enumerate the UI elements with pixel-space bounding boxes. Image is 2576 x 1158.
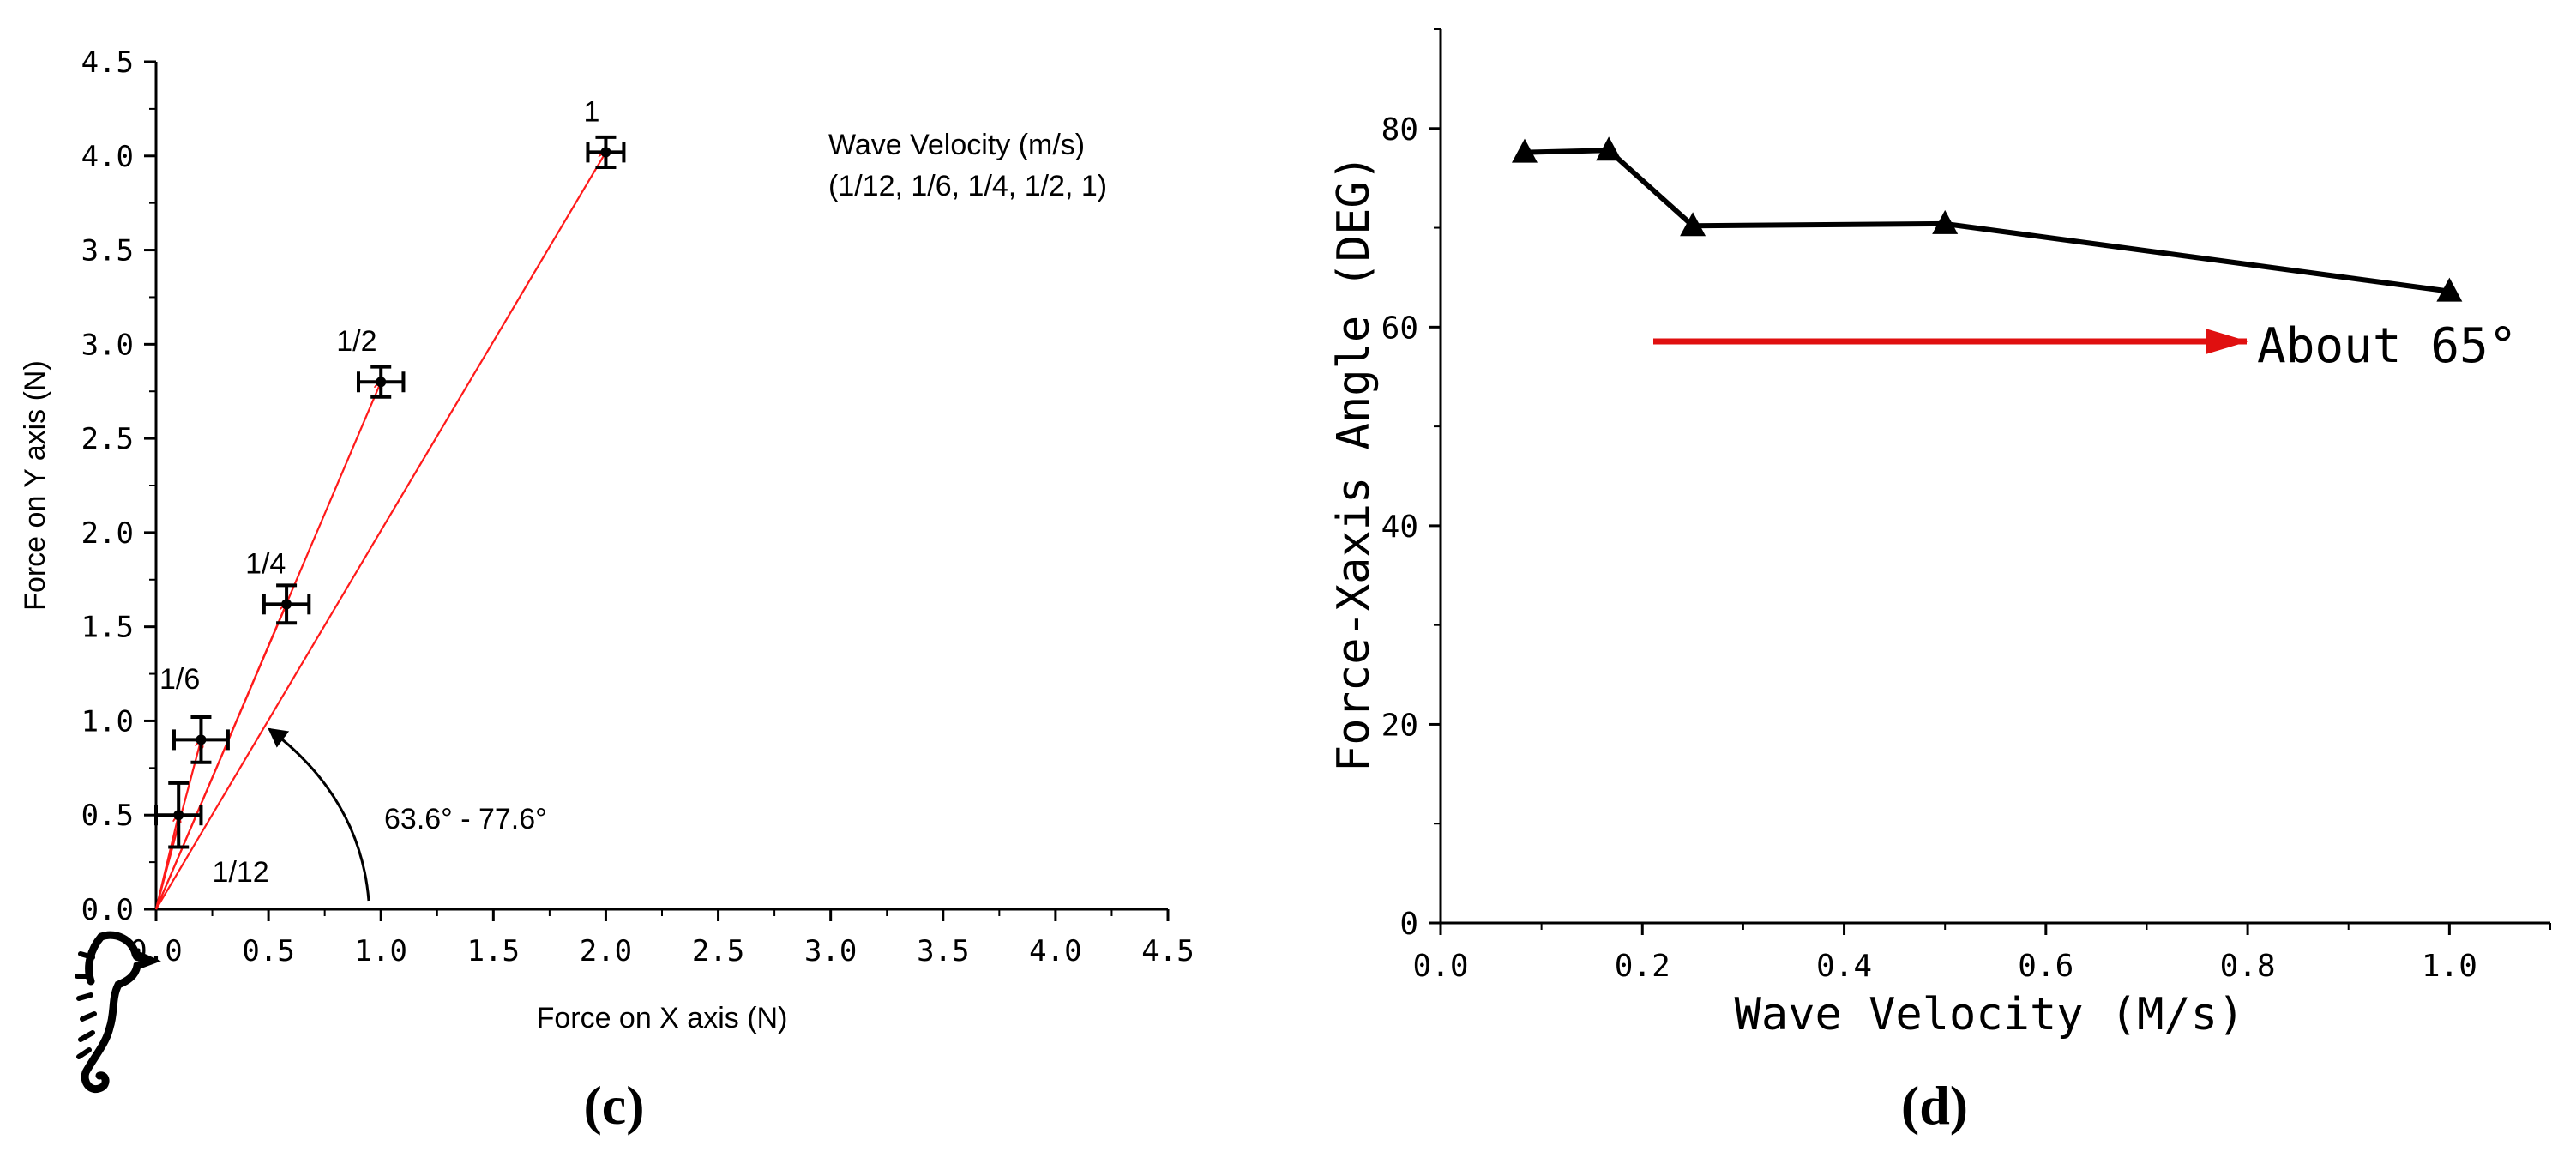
- panel-c-point-label: 1/12: [213, 856, 269, 889]
- panel-c-y-tick-label: 3.0: [81, 328, 134, 362]
- panel-c-point-label: 1/4: [245, 547, 286, 580]
- panel-d-point-marker: [1596, 136, 1622, 161]
- panel-c-force-vectors: [154, 152, 605, 910]
- panel-c-y-tick-label: 2.5: [81, 422, 134, 456]
- panel-c-angle-arrow: [268, 727, 370, 902]
- panel-c-data-point: 1/4: [245, 547, 311, 625]
- panel-d-y-tick-label: 80: [1381, 112, 1418, 148]
- panel-d-y-tick-label: 40: [1381, 510, 1418, 545]
- panel-c-y-label: Force on Y axis (N): [19, 360, 51, 611]
- panel-d-annotation: About 65°: [2257, 318, 2517, 374]
- panel-c-legend-title: Wave Velocity (m/s): [828, 129, 1085, 161]
- panel-c-point-marker: [173, 810, 184, 821]
- panel-c-data-points: 1/12 1/6 1/4 1/2 1: [154, 95, 626, 889]
- panel-d-x-tick-label: 0.8: [2220, 949, 2276, 984]
- panel-c-x-tick-label: 2.0: [580, 934, 632, 968]
- panel-c-point-label: 1: [583, 95, 599, 128]
- panel-c-data-point: 1/6: [159, 663, 230, 764]
- panel-c-y-tick-label: 3.5: [81, 234, 134, 268]
- panel-c-point-marker: [281, 599, 292, 610]
- panel-c-x-tick-label: 3.5: [917, 934, 969, 968]
- panel-c-y-tick-label: 1.5: [81, 611, 134, 645]
- panel-c-point-marker: [196, 734, 207, 745]
- panel-d-x-tick-label: 1.0: [2422, 949, 2477, 984]
- panel-d-data-points: [1511, 136, 2463, 302]
- panel-d-point-marker: [1511, 138, 1538, 163]
- panel-d-chart: 0.0 0.2 0.4 0.6 0.8 1.0 0 20 40 60 80 Wave Velocit…: [1328, 28, 2551, 1136]
- panel-d-x-tick-label: 0.4: [1816, 949, 1872, 984]
- panel-d-point-marker: [1932, 209, 1959, 234]
- seahorse-logo: [75, 931, 161, 1093]
- panel-c-y-tick-label: 0.0: [81, 893, 134, 927]
- panel-c-ticks: 0.0 0.5 1.0 1.5 2.0 2.5 3.0 3.5 4.0 4.50.00.51.01…: [81, 45, 1195, 968]
- panel-d-point-marker: [2436, 277, 2463, 302]
- panel-d-ticks: 0.0 0.2 0.4 0.6 0.8 1.0 0 20 40 60 80: [1381, 28, 2551, 984]
- panel-c-force-vector: [154, 382, 381, 910]
- panel-c-x-tick-label: 2.5: [692, 934, 744, 968]
- panel-c-data-point: 1: [583, 95, 626, 169]
- panel-d-x-tick-label: 0.6: [2018, 949, 2073, 984]
- panel-d-y-label: Force-Xaxis Angle (DEG): [1328, 154, 1380, 772]
- panel-c-x-tick-label: 3.0: [804, 934, 857, 968]
- panel-c-x-tick-label: 1.0: [355, 934, 407, 968]
- panel-c-x-tick-label: 0.5: [242, 934, 294, 968]
- panel-d-y-tick-label: 0: [1399, 907, 1418, 942]
- panel-c-angle-annotation: 63.6° - 77.6°: [384, 803, 547, 835]
- panel-c-chart: 0.0 0.5 1.0 1.5 2.0 2.5 3.0 3.5 4.0 4.50.00.51.01…: [19, 45, 1195, 1136]
- panel-c-data-point: 1/2: [336, 325, 406, 399]
- panel-c-y-tick-label: 1.0: [81, 704, 134, 739]
- panel-d-x-tick-label: 0.2: [1615, 949, 1670, 984]
- panel-d-series-line: [1524, 148, 2450, 294]
- panel-c-point-marker: [376, 377, 387, 388]
- panel-c-y-tick-label: 0.5: [81, 799, 134, 833]
- panel-d-label: (d): [1901, 1075, 1968, 1136]
- panel-c-point-label: 1/6: [159, 663, 200, 696]
- panel-c-y-tick-label: 4.5: [81, 45, 134, 80]
- panel-c-data-point: 1/12: [154, 781, 269, 889]
- panel-c-x-tick-label: 4.5: [1141, 934, 1194, 968]
- panel-c-y-tick-label: 2.0: [81, 516, 134, 551]
- panel-c-x-tick-label: 1.5: [467, 934, 520, 968]
- panel-c-x-tick-label: 4.0: [1029, 934, 1081, 968]
- panel-d-y-tick-label: 20: [1381, 708, 1418, 743]
- panel-d-y-tick-label: 60: [1381, 311, 1418, 346]
- panel-c-y-tick-label: 4.0: [81, 140, 134, 174]
- panel-c-point-label: 1/2: [336, 325, 376, 358]
- panel-c-force-vector: [155, 152, 605, 910]
- panel-c-label: (c): [583, 1075, 644, 1136]
- panel-c-legend-values: (1/12, 1/6, 1/4, 1/2, 1): [828, 170, 1107, 202]
- panel-d-point-marker: [1680, 212, 1706, 237]
- panel-c-point-marker: [600, 147, 611, 158]
- panel-c-x-label: Force on X axis (N): [537, 1002, 788, 1034]
- panel-d-x-label: Wave Velocity (M/s): [1735, 989, 2245, 1040]
- panel-d-x-tick-label: 0.0: [1412, 949, 1468, 984]
